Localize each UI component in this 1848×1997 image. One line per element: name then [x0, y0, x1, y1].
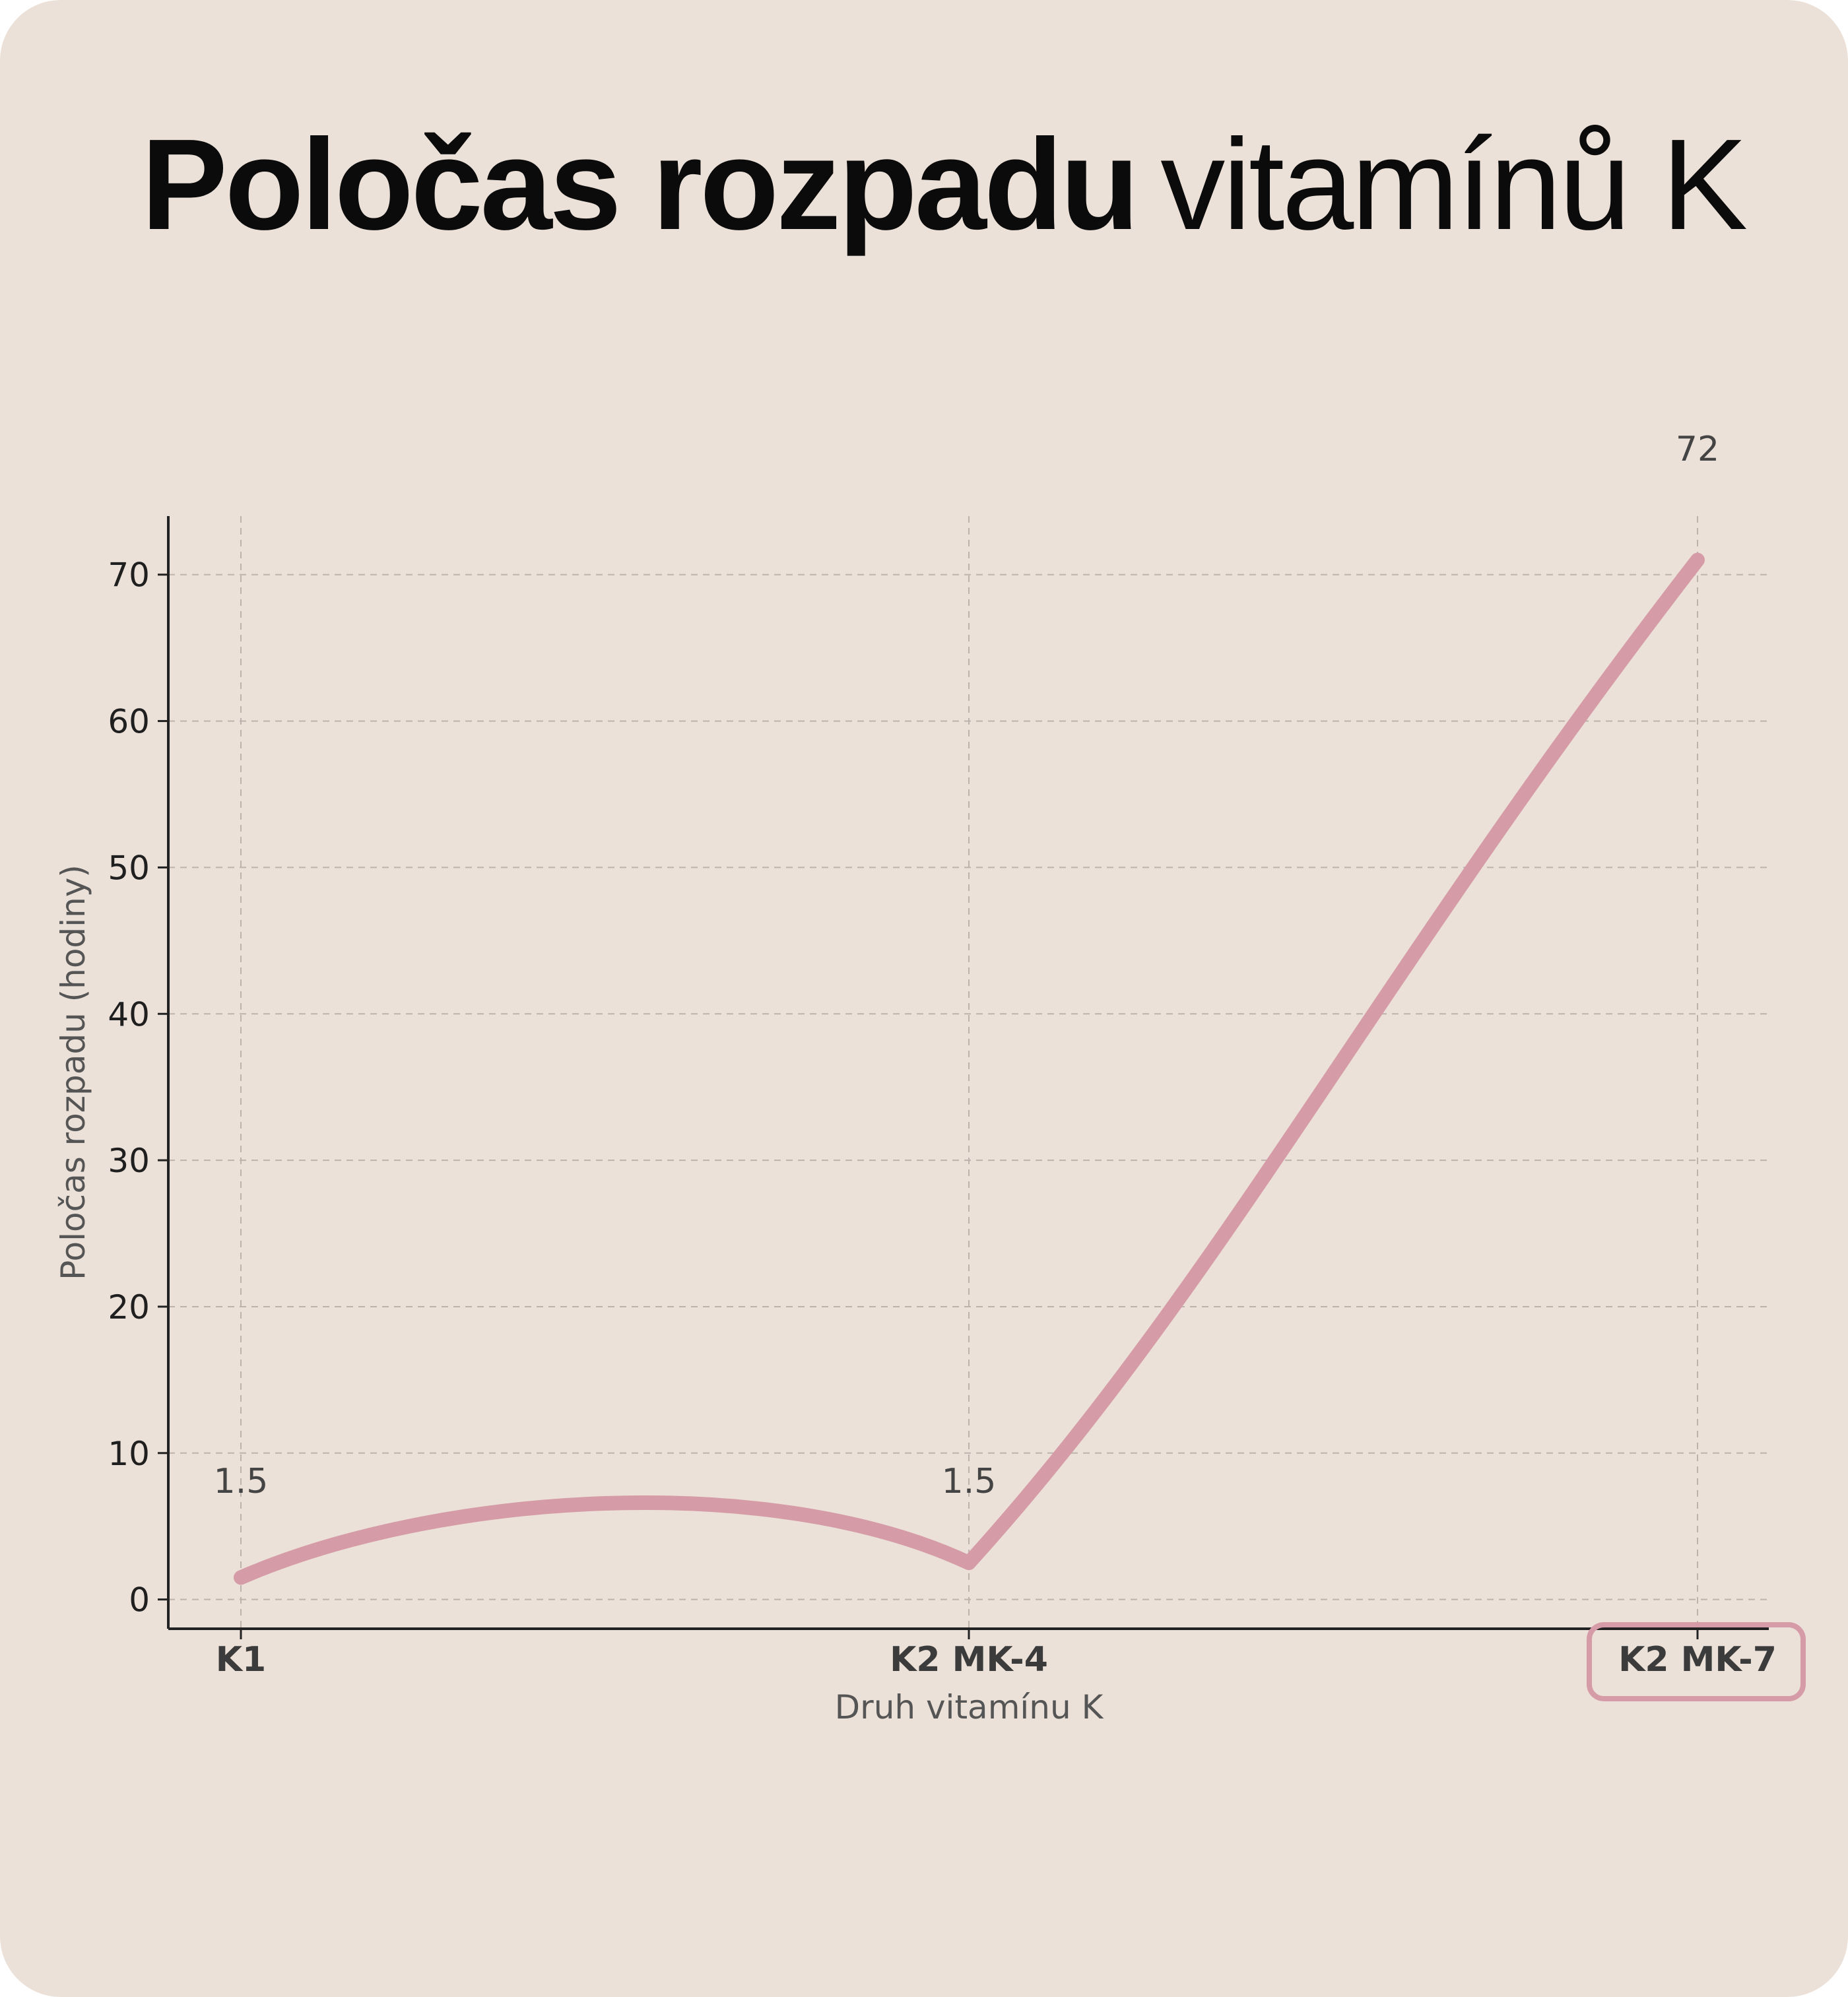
x-category-label: K1 — [216, 1640, 266, 1680]
y-tick-label: 30 — [108, 1142, 150, 1180]
x-axis-title: Druh vitamínu K — [835, 1688, 1104, 1726]
x-ticks: K1 K2 MK-4 K2 MK-7 — [216, 1622, 1806, 1701]
y-tick-label: 20 — [108, 1288, 150, 1326]
y-axis-title: Poločas rozpadu (hodiny) — [54, 865, 92, 1280]
data-label: 1.5 — [214, 1462, 269, 1501]
highlight-box — [1587, 1622, 1806, 1701]
page-title: Poločas rozpadu vitamínů K — [141, 120, 1748, 249]
title-bold-part: Poločas rozpadu — [141, 112, 1139, 257]
x-category-label: K2 MK-7 — [1618, 1640, 1777, 1680]
y-tick-label: 40 — [108, 995, 150, 1033]
data-label: 1.5 — [942, 1462, 997, 1501]
y-tick-label: 0 — [129, 1581, 150, 1620]
y-tick-label: 50 — [108, 849, 150, 887]
series-line — [234, 552, 1705, 1585]
y-tick-label: 10 — [108, 1435, 150, 1473]
data-label: 72 — [1676, 430, 1719, 469]
data-labels: 1.5 1.5 72 — [214, 430, 1719, 1501]
y-ticks: 0 10 20 30 40 50 60 70 — [108, 556, 168, 1620]
x-category-label: K2 MK-4 — [890, 1640, 1048, 1680]
title-light-part: vitamínů K — [1160, 112, 1748, 257]
y-tick-label: 60 — [108, 703, 150, 741]
y-tick-label: 70 — [108, 556, 150, 595]
grid — [168, 516, 1769, 1629]
